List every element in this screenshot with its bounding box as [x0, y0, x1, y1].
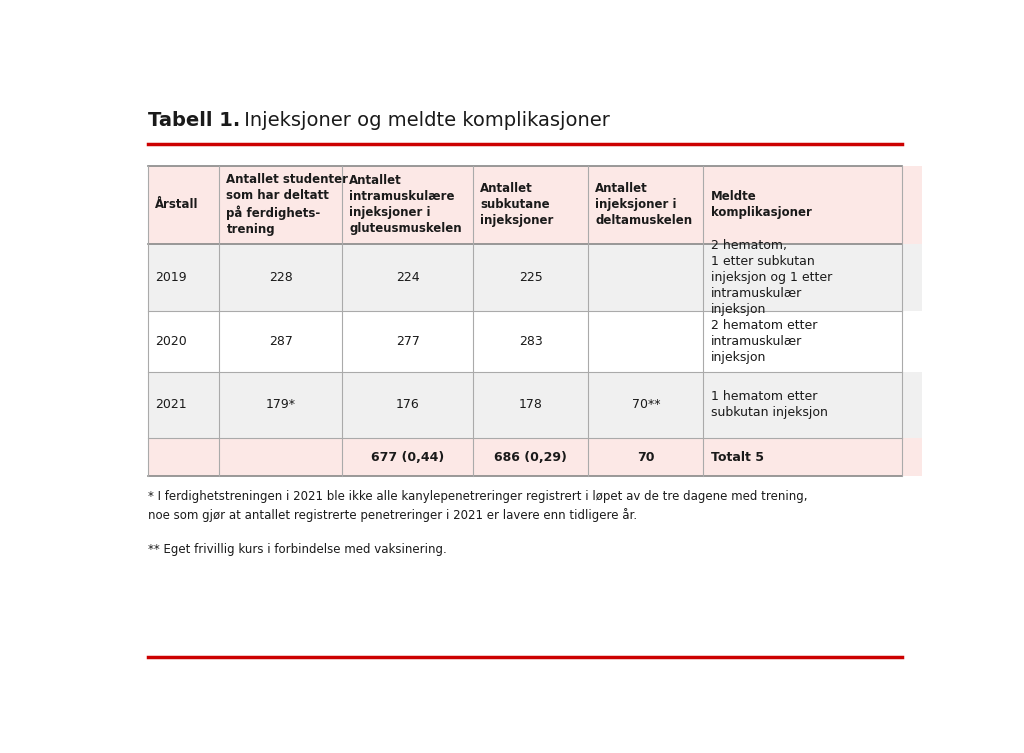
- Text: 228: 228: [269, 271, 293, 284]
- Bar: [219, 166, 342, 244]
- Text: Antallet
subkutane
injeksjoner: Antallet subkutane injeksjoner: [480, 182, 554, 227]
- Text: Årstall: Årstall: [155, 198, 199, 212]
- Text: ** Eget frivillig kurs i forbindelse med vaksinering.: ** Eget frivillig kurs i forbindelse med…: [147, 543, 446, 556]
- Bar: [147, 371, 219, 438]
- Bar: [473, 311, 589, 371]
- Text: 70**: 70**: [632, 398, 660, 411]
- Text: Injeksjoner og meldte komplikasjoner: Injeksjoner og meldte komplikasjoner: [238, 111, 609, 130]
- Bar: [219, 438, 342, 476]
- Text: 225: 225: [519, 271, 543, 284]
- Bar: [703, 311, 941, 371]
- Bar: [219, 311, 342, 371]
- Text: 277: 277: [396, 334, 420, 348]
- Bar: [147, 311, 219, 371]
- Bar: [473, 371, 589, 438]
- Text: 176: 176: [396, 398, 420, 411]
- Text: 2019: 2019: [155, 271, 186, 284]
- Bar: [147, 166, 219, 244]
- Bar: [588, 438, 703, 476]
- Bar: [342, 311, 473, 371]
- Bar: [342, 371, 473, 438]
- Bar: [588, 311, 703, 371]
- Text: * I ferdighetstreningen i 2021 ble ikke alle kanylepenetreringer registrert i lø: * I ferdighetstreningen i 2021 ble ikke …: [147, 490, 807, 522]
- Bar: [219, 244, 342, 311]
- Bar: [703, 371, 941, 438]
- Text: 2 hematom,
1 etter subkutan
injeksjon og 1 etter
intramuskulær
injeksjon: 2 hematom, 1 etter subkutan injeksjon og…: [712, 239, 833, 316]
- Text: 2 hematom etter
intramuskulær
injeksjon: 2 hematom etter intramuskulær injeksjon: [712, 319, 818, 364]
- Bar: [473, 244, 589, 311]
- Text: 677 (0,44): 677 (0,44): [371, 450, 444, 464]
- Bar: [147, 244, 219, 311]
- Bar: [703, 166, 941, 244]
- Bar: [588, 244, 703, 311]
- Text: Antallet
injeksjoner i
deltamuskelen: Antallet injeksjoner i deltamuskelen: [595, 182, 692, 227]
- Text: 686 (0,29): 686 (0,29): [495, 450, 567, 464]
- Bar: [342, 166, 473, 244]
- Bar: [473, 166, 589, 244]
- Text: Meldte
komplikasjoner: Meldte komplikasjoner: [711, 191, 811, 219]
- Text: 1 hematom etter
subkutan injeksjon: 1 hematom etter subkutan injeksjon: [712, 390, 828, 419]
- Text: Totalt 5: Totalt 5: [712, 450, 764, 464]
- Text: Antallet studenter
som har deltatt
på ferdighets-
trening: Antallet studenter som har deltatt på fe…: [226, 173, 348, 236]
- Text: 178: 178: [519, 398, 543, 411]
- Bar: [588, 371, 703, 438]
- Text: Tabell 1.: Tabell 1.: [147, 111, 240, 130]
- Bar: [147, 438, 219, 476]
- Text: 224: 224: [396, 271, 420, 284]
- Bar: [703, 244, 941, 311]
- Bar: [473, 438, 589, 476]
- Text: 2020: 2020: [155, 334, 186, 348]
- Text: 179*: 179*: [266, 398, 296, 411]
- Bar: [342, 438, 473, 476]
- Bar: [219, 371, 342, 438]
- Bar: [342, 244, 473, 311]
- Text: 287: 287: [269, 334, 293, 348]
- Text: 283: 283: [519, 334, 543, 348]
- Bar: [588, 166, 703, 244]
- Text: 70: 70: [637, 450, 654, 464]
- Text: Antallet
intramuskulære
injeksjoner i
gluteusmuskelen: Antallet intramuskulære injeksjoner i gl…: [349, 175, 462, 236]
- Bar: [703, 438, 941, 476]
- Text: 2021: 2021: [155, 398, 186, 411]
